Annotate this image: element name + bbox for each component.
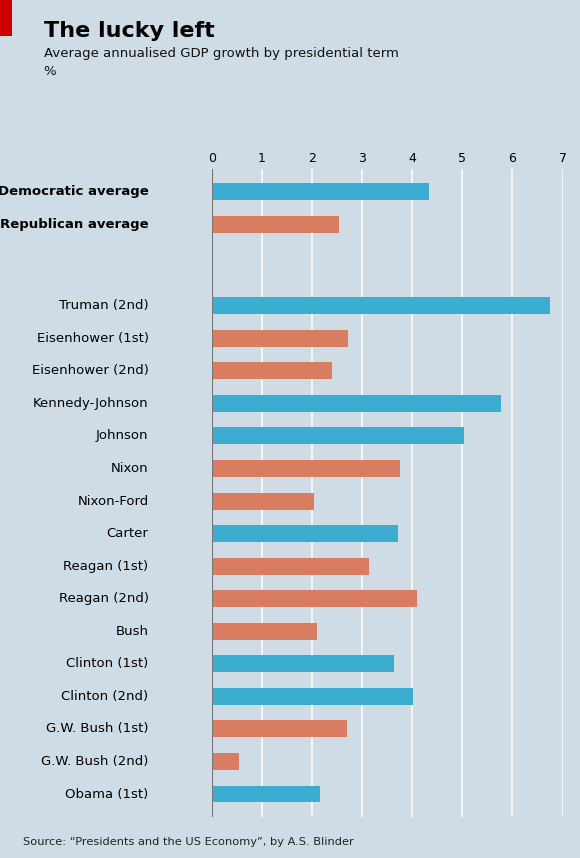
Bar (212, 216, 339, 233)
Text: Reagan (2nd): Reagan (2nd) (59, 592, 148, 605)
Text: The lucky left: The lucky left (44, 21, 214, 41)
Text: Clinton (1st): Clinton (1st) (66, 657, 148, 670)
Text: Kennedy-Johnson: Kennedy-Johnson (33, 397, 148, 410)
Text: G.W. Bush (2nd): G.W. Bush (2nd) (41, 755, 148, 768)
Bar (212, 395, 502, 412)
Text: Reagan (1st): Reagan (1st) (63, 559, 148, 572)
Text: Nixon-Ford: Nixon-Ford (77, 494, 148, 508)
Bar (212, 558, 369, 575)
Text: Democratic average: Democratic average (0, 185, 148, 198)
Text: Carter: Carter (107, 527, 148, 541)
Bar (212, 525, 398, 542)
Text: Truman (2nd): Truman (2nd) (59, 299, 148, 312)
Bar (212, 460, 400, 477)
Bar (212, 721, 347, 737)
Bar (212, 656, 394, 673)
Bar (212, 329, 348, 347)
Bar (212, 492, 314, 510)
Text: Average annualised GDP growth by presidential term: Average annualised GDP growth by preside… (44, 47, 398, 60)
Bar (212, 623, 317, 640)
Text: Johnson: Johnson (96, 430, 148, 443)
Text: Obama (1st): Obama (1st) (66, 788, 148, 801)
Bar (212, 688, 413, 704)
Text: Republican average: Republican average (0, 218, 148, 231)
Text: Bush: Bush (115, 625, 148, 637)
Text: Source: “Presidents and the US Economy”, by A.S. Blinder: Source: “Presidents and the US Economy”,… (23, 837, 354, 847)
Bar (212, 362, 332, 379)
Text: Clinton (2nd): Clinton (2nd) (61, 690, 148, 703)
Text: Nixon: Nixon (111, 462, 148, 475)
Bar (212, 427, 464, 444)
Text: Eisenhower (1st): Eisenhower (1st) (37, 332, 148, 345)
Text: Eisenhower (2nd): Eisenhower (2nd) (32, 365, 148, 378)
Bar (212, 590, 417, 607)
Bar (212, 786, 321, 802)
Bar (212, 753, 239, 770)
Text: %: % (44, 65, 56, 78)
Bar (212, 184, 429, 200)
Text: G.W. Bush (1st): G.W. Bush (1st) (46, 722, 148, 735)
Bar (212, 297, 550, 314)
